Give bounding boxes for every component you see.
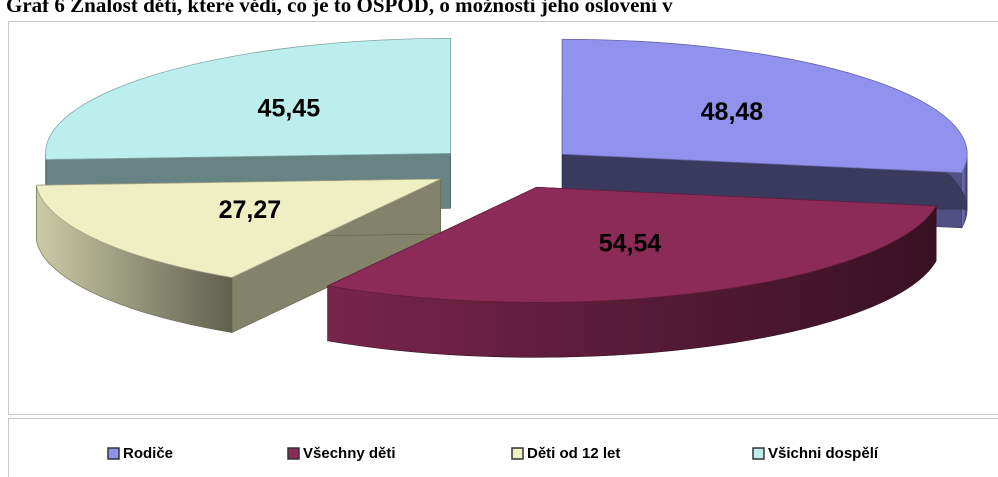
slice xyxy=(561,38,968,174)
legend-swatch xyxy=(752,447,765,460)
data-label: 48,48 xyxy=(701,98,764,126)
pie: 48,48 54,54 27,27 45,45 xyxy=(35,37,968,358)
legend-label: Všechny děti xyxy=(303,445,396,462)
plot-border xyxy=(8,21,998,415)
legend-label: Všichni dospělí xyxy=(768,445,879,462)
slice xyxy=(45,37,451,160)
legend-label: Děti od 12 let xyxy=(527,445,620,462)
legend-swatch xyxy=(511,447,524,460)
slice xyxy=(326,186,937,303)
data-label: 27,27 xyxy=(219,196,282,224)
data-label: 54,54 xyxy=(599,229,662,257)
legend: Rodiče Všechny děti Děti od 12 let Všichni … xyxy=(107,445,879,462)
legend-border xyxy=(8,418,998,477)
slice xyxy=(35,178,441,278)
legend-label: Rodiče xyxy=(123,445,173,462)
legend-swatch xyxy=(107,447,120,460)
data-label: 45,45 xyxy=(258,94,321,122)
legend-swatch xyxy=(287,447,300,460)
chart-title: Graf 6 Znalost dětí, které vědí, co je t… xyxy=(6,0,673,17)
